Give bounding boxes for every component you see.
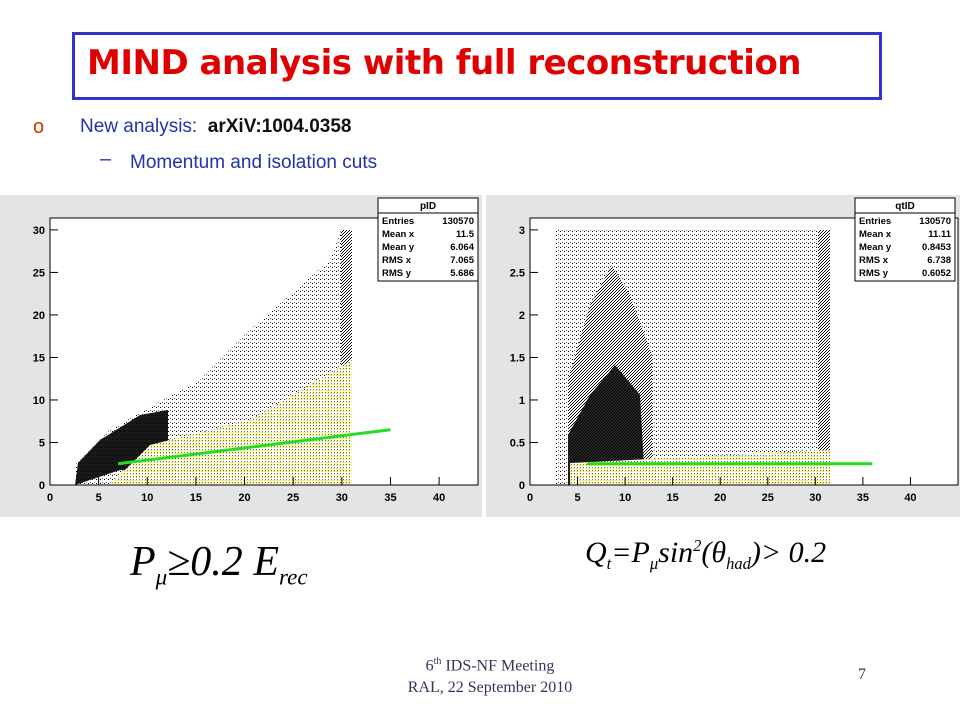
footer-line: RAL, 22 September 2010 — [407, 679, 573, 696]
y-tick-label: 15 — [33, 352, 45, 364]
x-tick-label: 20 — [238, 492, 250, 504]
formula-part: rec — [278, 563, 308, 590]
stats-label: Mean y — [382, 242, 415, 253]
bullet-text: Momentum and isolation cuts — [130, 152, 378, 173]
formula-part: sin — [658, 536, 694, 569]
formula: Qt=Pμsin2(θhad)> 0.2 — [585, 536, 826, 574]
plot-border — [529, 217, 959, 486]
formula-part: μ — [649, 554, 659, 573]
stats-value: 130570 — [919, 216, 951, 227]
formula-part: P — [130, 539, 156, 585]
y-tick-label: 1.5 — [510, 352, 525, 364]
stats-label: Entries — [382, 216, 414, 227]
formula-part: (θ — [701, 536, 727, 569]
x-tick-label: 0 — [527, 492, 533, 504]
stats-label: RMS x — [382, 255, 412, 266]
stats-box: qtID Entries 130570 Mean x 11.11 Mean y 0.8453… — [854, 197, 956, 282]
y-tick-label: 5 — [39, 437, 45, 449]
scatter-cloud — [341, 230, 352, 395]
formula-part: E — [253, 539, 279, 585]
y-tick-label: 0 — [519, 480, 525, 492]
scatter-cloud — [818, 230, 830, 485]
bullet-marker: – — [100, 148, 112, 170]
footer-line: 6th IDS-NF Meeting — [390, 656, 590, 675]
cut-line — [117, 428, 391, 466]
bullet-ref: arXiV:1004.0358 — [207, 116, 352, 137]
scatter-yellow — [110, 360, 352, 485]
page-number: 7 — [858, 666, 866, 683]
stats-label: RMS y — [859, 268, 889, 279]
formula-part: =P — [611, 536, 650, 569]
stats-label: Mean y — [859, 242, 892, 253]
stats-value: 5.686 — [450, 268, 474, 279]
stats-value: 7.065 — [450, 255, 474, 266]
y-tick-label: 3 — [519, 225, 525, 237]
formula-part: ≥0.2 — [167, 539, 254, 585]
footer-text: 6 — [425, 657, 434, 675]
stats-value: 0.6052 — [922, 268, 951, 279]
formula-part: t — [606, 554, 612, 573]
stats-label: RMS x — [859, 255, 889, 266]
stats-frame — [377, 197, 479, 282]
stats-value: 130570 — [442, 216, 474, 227]
x-tick-label: 5 — [96, 492, 102, 504]
y-tick-label: 10 — [33, 395, 45, 407]
stats-value: 11.5 — [456, 229, 475, 240]
formula: Pμ≥0.2 Erec — [130, 538, 308, 590]
x-tick-label: 20 — [714, 492, 726, 504]
y-tick-label: 30 — [33, 225, 45, 237]
x-tick-label: 15 — [190, 492, 202, 504]
stats-title: qtID — [895, 201, 914, 212]
footer-text: th — [433, 656, 442, 667]
formula-part: )> 0.2 — [750, 536, 827, 569]
x-tick-label: 25 — [762, 492, 774, 504]
x-tick-label: 15 — [667, 492, 679, 504]
x-tick-label: 0 — [47, 492, 53, 504]
formula-part: μ — [155, 563, 168, 590]
stats-frame — [854, 197, 956, 282]
plot-border — [49, 217, 479, 486]
y-tick-label: 25 — [33, 267, 45, 279]
y-tick-label: 0 — [39, 480, 45, 492]
stats-label: Entries — [859, 216, 891, 227]
title-box: MIND analysis with full reconstruction — [72, 32, 882, 100]
bullet-text: New analysis: arXiV:1004.0358 — [80, 116, 351, 138]
stats-title: pID — [420, 201, 436, 212]
bullet-text: New analysis: — [80, 116, 198, 137]
slide-title: MIND analysis with full reconstruction — [87, 43, 802, 83]
formula-part: had — [726, 554, 751, 573]
scatter-yellow — [570, 450, 830, 485]
stats-value: 6.064 — [450, 242, 474, 253]
x-tick-label: 35 — [857, 492, 869, 504]
stats-box: pID Entries 130570 Mean x 11.5 Mean y 6.064 RMS… — [377, 197, 479, 282]
formula-part: 2 — [693, 536, 702, 555]
stats-value: 0.8453 — [922, 242, 951, 253]
stats-value: 6.738 — [927, 255, 951, 266]
y-tick-label: 1 — [519, 395, 525, 407]
x-tick-label: 40 — [433, 492, 445, 504]
y-tick-label: 2 — [519, 310, 525, 322]
stats-label: Mean x — [382, 229, 415, 240]
x-tick-label: 25 — [287, 492, 299, 504]
formula-part: Q — [585, 536, 607, 569]
x-tick-label: 30 — [809, 492, 821, 504]
stats-value: 11.11 — [928, 229, 951, 240]
stats-label: RMS y — [382, 268, 412, 279]
x-tick-label: 10 — [141, 492, 153, 504]
scatter-core — [568, 365, 645, 485]
x-tick-label: 30 — [336, 492, 348, 504]
x-tick-label: 40 — [904, 492, 916, 504]
stats-label: Mean x — [859, 229, 892, 240]
x-tick-label: 35 — [384, 492, 396, 504]
bullet-marker: o — [33, 116, 45, 138]
y-tick-label: 2.5 — [510, 267, 525, 279]
x-tick-label: 10 — [619, 492, 631, 504]
x-tick-label: 5 — [574, 492, 580, 504]
y-tick-label: 20 — [33, 310, 45, 322]
y-tick-label: 0.5 — [510, 437, 525, 449]
footer-text: IDS-NF Meeting — [441, 657, 555, 675]
